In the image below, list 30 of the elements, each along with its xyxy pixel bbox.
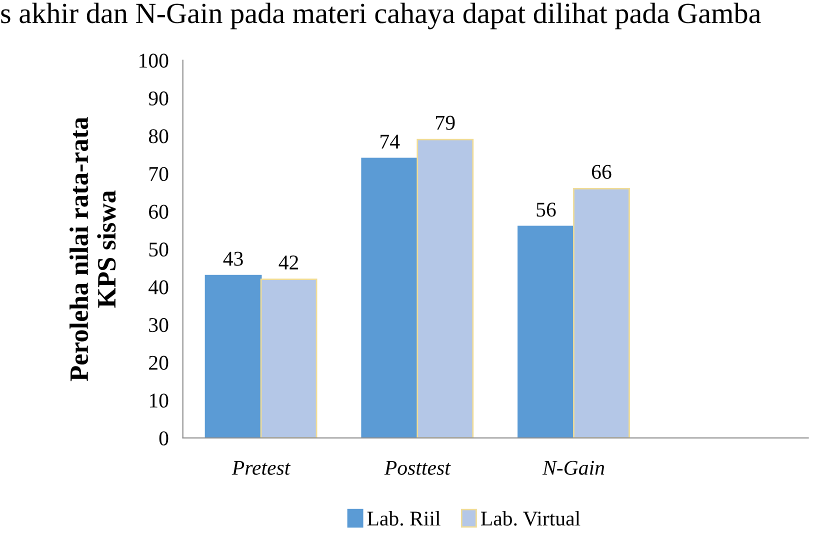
legend-label: Lab. Virtual xyxy=(481,510,580,526)
x-tick-label: N-Gain xyxy=(542,460,604,475)
x-tick-label: Posttest xyxy=(384,461,451,475)
y-tick-label: 100 xyxy=(140,54,168,68)
y-tick-label: 70 xyxy=(150,166,168,182)
data-label: 56 xyxy=(536,202,556,217)
y-tick-label: 50 xyxy=(149,242,168,257)
data-label: 42 xyxy=(278,256,298,270)
y-tick-label: 20 xyxy=(149,356,168,370)
x-tick-label: Pretest xyxy=(232,461,291,475)
y-tick-label: 0 xyxy=(159,431,168,446)
y-tick-label: 10 xyxy=(150,394,168,408)
data-label: 43 xyxy=(223,252,243,266)
bar xyxy=(518,226,574,438)
data-label: 79 xyxy=(436,116,455,130)
y-tick-label: 30 xyxy=(149,318,168,332)
legend-label: Lab. Riil xyxy=(367,510,440,526)
bar xyxy=(260,278,318,438)
y-tick-label: 80 xyxy=(148,129,168,144)
text: s akhir dan N-Gain pada materi cahaya dapat dilihat pada Gamba xyxy=(1,2,761,30)
y-tick-label: 40 xyxy=(148,280,168,294)
bar xyxy=(361,158,418,438)
bar xyxy=(204,274,262,438)
data-label: 66 xyxy=(592,164,612,179)
y-tick-label: 60 xyxy=(149,204,168,219)
bar xyxy=(416,138,474,438)
data-label: 74 xyxy=(380,134,400,148)
y-tick-label: 90 xyxy=(148,91,168,106)
y-axis-title: Peroleha nilai rata-rata KPS siswa xyxy=(70,117,116,382)
bar xyxy=(573,188,630,438)
